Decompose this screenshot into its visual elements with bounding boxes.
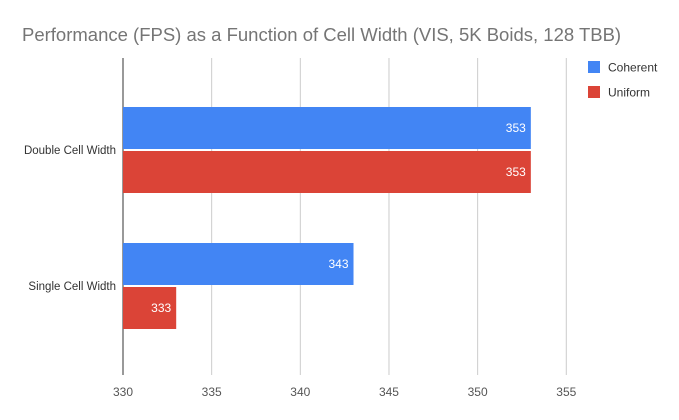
category-label: Double Cell Width xyxy=(24,145,116,157)
x-tick-label: 350 xyxy=(468,385,488,399)
bar-uniform xyxy=(123,151,531,193)
legend-swatch xyxy=(588,86,600,98)
data-label: 333 xyxy=(151,301,171,315)
grid-lines xyxy=(122,58,567,375)
x-tick-label: 340 xyxy=(290,385,310,399)
x-axis-ticks: 330 335 340 345 350 355 xyxy=(113,385,577,399)
bar-coherent xyxy=(123,107,531,149)
category-label: Single Cell Width xyxy=(28,281,116,293)
data-label: 353 xyxy=(506,121,526,135)
bar-coherent xyxy=(123,243,354,285)
bar-uniform xyxy=(123,287,177,329)
x-tick-label: 330 xyxy=(113,385,133,399)
legend-label: Coherent xyxy=(608,61,658,75)
legend-swatch xyxy=(588,61,600,73)
legend-label: Uniform xyxy=(608,86,650,100)
x-tick-label: 345 xyxy=(379,385,399,399)
data-label: 353 xyxy=(506,165,526,179)
data-label: 343 xyxy=(328,257,348,271)
legend: Coherent Uniform xyxy=(588,61,658,100)
chart-title: Performance (FPS) as a Function of Cell … xyxy=(22,24,621,45)
x-tick-label: 355 xyxy=(556,385,576,399)
bars: 353 353 343 333 xyxy=(123,107,531,329)
x-tick-label: 335 xyxy=(202,385,222,399)
y-axis-categories: Double Cell Width Single Cell Width xyxy=(24,145,116,293)
